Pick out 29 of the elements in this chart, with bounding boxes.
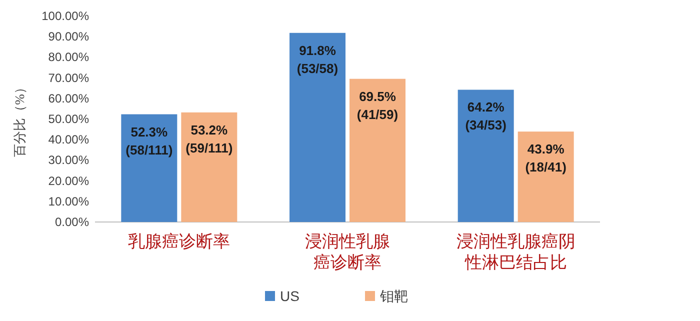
y-tick-label: 60.00% <box>48 91 90 106</box>
y-tick-label: 80.00% <box>48 50 90 64</box>
data-label: 53.2% (59/111) <box>186 122 233 156</box>
data-label: 69.5% (41/59) <box>356 88 398 122</box>
y-tick-label: 20.00% <box>48 174 90 188</box>
legend-label: US <box>280 288 300 304</box>
data-label: 43.9% (18/41) <box>525 142 566 175</box>
data-label: 52.3% (58/111) <box>126 124 173 158</box>
bar <box>518 132 574 222</box>
legend-label: 钼靶 <box>379 288 408 304</box>
y-tick-label: 90.00% <box>48 30 90 44</box>
y-tick-label: 100.00% <box>42 9 90 23</box>
x-tick-label: 浸润性乳腺癌诊断率 <box>304 232 391 274</box>
data-label: 64.2% (34/53) <box>465 100 506 133</box>
y-tick-label: 50.00% <box>48 112 90 126</box>
x-tick-label: 浸润性乳腺癌阴性淋巴结占比 <box>455 232 576 274</box>
bar <box>181 112 238 222</box>
bar <box>458 90 514 222</box>
data-label: 91.8% (53/58) <box>296 42 338 76</box>
bar <box>350 78 406 222</box>
x-tick-label: 乳腺癌诊断率 <box>127 232 232 253</box>
bar <box>121 114 178 222</box>
y-tick-label: 0.00% <box>54 215 90 229</box>
y-tick-label: 30.00% <box>48 153 90 168</box>
y-tick-label: 70.00% <box>48 70 90 85</box>
y-axis-title: 百分比（%） <box>12 81 27 157</box>
bar <box>290 32 346 222</box>
y-tick-label: 40.00% <box>48 132 90 147</box>
y-tick-label: 10.00% <box>48 194 90 208</box>
